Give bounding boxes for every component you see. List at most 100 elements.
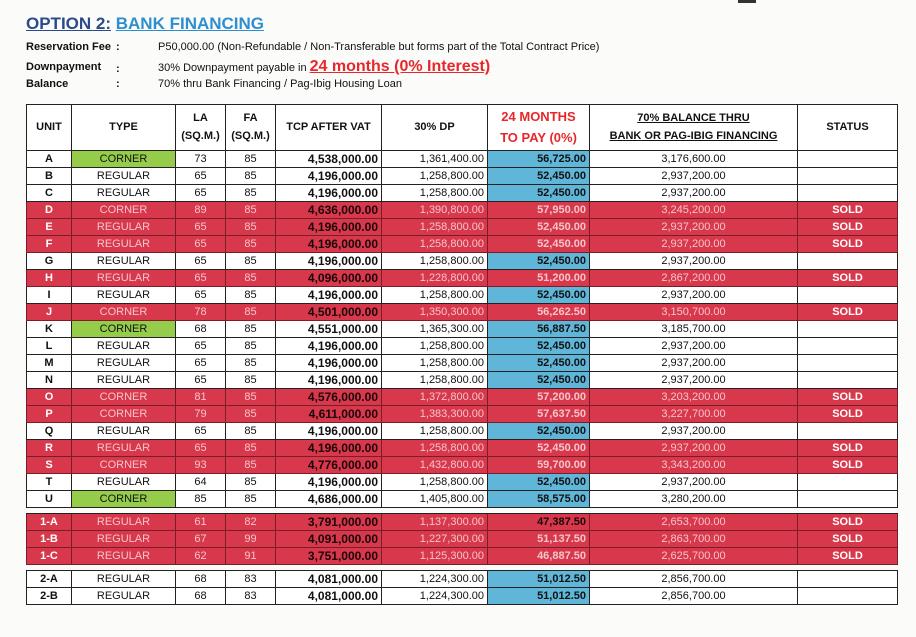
tcp-cell: 4,081,000.00 [275,570,382,588]
table-row: R REGULAR 65 85 4,196,000.00 1,258,800.00 52,4… [26,439,898,457]
fa-cell: 85 [225,320,276,338]
table-row: 2-A REGULAR 68 83 4,081,000.00 1,224,300.00 51… [26,570,898,588]
dp-cell: 1,405,800.00 [381,490,488,508]
col-fa: FA (SQ.M.) [225,104,276,151]
tcp-cell: 4,196,000.00 [275,218,382,236]
pricing-table-container: UNIT TYPE LA (SQ.M.) FA (SQ.M.) TCP AFTER … [26,104,898,605]
unit-cell: D [26,201,72,219]
balance-cell: 2,937,200.00 [589,439,798,457]
reservation-value: P50,000.00 (Non-Refundable / Non-Transfe… [158,41,600,53]
unit-cell: H [26,269,72,287]
la-cell: 93 [175,456,226,474]
status-cell: SOLD [797,218,898,236]
monthly-cell: 57,950.00 [487,201,590,219]
monthly-cell: 52,450.00 [487,371,590,389]
col-la-line2: (SQ.M.) [181,129,220,142]
dp-cell: 1,258,800.00 [381,371,488,389]
table-body: A CORNER 73 85 4,538,000.00 1,361,400.00 56,72… [26,150,898,605]
status-cell [797,286,898,304]
type-cell: CORNER [71,490,176,508]
col-balance: 70% BALANCE THRU BANK OR PAG-IBIG FINANCI… [589,104,798,151]
tcp-cell: 4,611,000.00 [275,405,382,423]
la-cell: 68 [175,570,226,588]
type-cell: REGULAR [71,235,176,253]
col-balance-line2: BANK OR PAG-IBIG FINANCING [609,129,778,142]
tcp-cell: 4,096,000.00 [275,269,382,287]
colon: : [116,41,120,53]
unit-cell: K [26,320,72,338]
tcp-cell: 4,081,000.00 [275,587,382,605]
status-cell: SOLD [797,439,898,457]
la-cell: 68 [175,320,226,338]
table-row: J CORNER 78 85 4,501,000.00 1,350,300.00 56,26… [26,303,898,321]
la-cell: 65 [175,184,226,202]
fa-cell: 85 [225,303,276,321]
status-cell [797,184,898,202]
monthly-cell: 51,200.00 [487,269,590,287]
balance-value: 70% thru Bank Financing / Pag-Ibig Housi… [158,78,402,90]
dp-cell: 1,227,300.00 [381,530,488,548]
type-cell: REGULAR [71,252,176,270]
table-row: F REGULAR 65 85 4,196,000.00 1,258,800.00 52,4… [26,235,898,253]
dp-cell: 1,361,400.00 [381,150,488,168]
dp-cell: 1,258,800.00 [381,473,488,491]
monthly-cell: 52,450.00 [487,337,590,355]
balance-cell: 3,343,200.00 [589,456,798,474]
unit-cell: T [26,473,72,491]
la-cell: 65 [175,422,226,440]
tcp-cell: 4,196,000.00 [275,252,382,270]
monthly-cell: 52,450.00 [487,184,590,202]
tcp-cell: 4,551,000.00 [275,320,382,338]
status-cell: SOLD [797,547,898,565]
la-cell: 79 [175,405,226,423]
dp-cell: 1,258,800.00 [381,422,488,440]
dp-cell: 1,258,800.00 [381,439,488,457]
tcp-cell: 4,686,000.00 [275,490,382,508]
unit-cell: I [26,286,72,304]
la-cell: 68 [175,587,226,605]
status-cell [797,252,898,270]
table-row: D CORNER 89 85 4,636,000.00 1,390,800.00 57,95… [26,201,898,219]
dp-cell: 1,258,800.00 [381,337,488,355]
type-cell: REGULAR [71,422,176,440]
dp-cell: 1,137,300.00 [381,513,488,531]
tcp-cell: 4,196,000.00 [275,337,382,355]
type-cell: REGULAR [71,184,176,202]
dp-cell: 1,258,800.00 [381,235,488,253]
dp-cell: 1,372,800.00 [381,388,488,406]
la-cell: 89 [175,201,226,219]
fa-cell: 82 [225,513,276,531]
table-row: B REGULAR 65 85 4,196,000.00 1,258,800.00 52,4… [26,167,898,185]
unit-cell: O [26,388,72,406]
balance-cell: 3,203,200.00 [589,388,798,406]
col-type: TYPE [71,104,176,151]
tcp-cell: 4,196,000.00 [275,473,382,491]
table-row: H REGULAR 65 85 4,096,000.00 1,228,800.00 51,2… [26,269,898,287]
table-row: K CORNER 68 85 4,551,000.00 1,365,300.00 56,88… [26,320,898,338]
fa-cell: 85 [225,405,276,423]
status-cell [797,570,898,588]
status-cell: SOLD [797,303,898,321]
status-cell: SOLD [797,456,898,474]
table-row: O CORNER 81 85 4,576,000.00 1,372,800.00 57,20… [26,388,898,406]
fa-cell: 85 [225,473,276,491]
type-cell: REGULAR [71,439,176,457]
type-cell: REGULAR [71,354,176,372]
fa-cell: 85 [225,337,276,355]
balance-cell: 2,937,200.00 [589,337,798,355]
dp-cell: 1,432,800.00 [381,456,488,474]
col-dp: 30% DP [381,104,488,151]
unit-cell: 1-A [26,513,72,531]
type-cell: REGULAR [71,337,176,355]
fa-cell: 91 [225,547,276,565]
reservation-label: Reservation Fee [26,41,111,53]
type-cell: REGULAR [71,530,176,548]
la-cell: 65 [175,337,226,355]
dp-cell: 1,258,800.00 [381,218,488,236]
unit-cell: C [26,184,72,202]
tcp-cell: 4,776,000.00 [275,456,382,474]
balance-cell: 2,653,700.00 [589,513,798,531]
tcp-cell: 4,196,000.00 [275,235,382,253]
tcp-cell: 4,576,000.00 [275,388,382,406]
type-cell: CORNER [71,405,176,423]
